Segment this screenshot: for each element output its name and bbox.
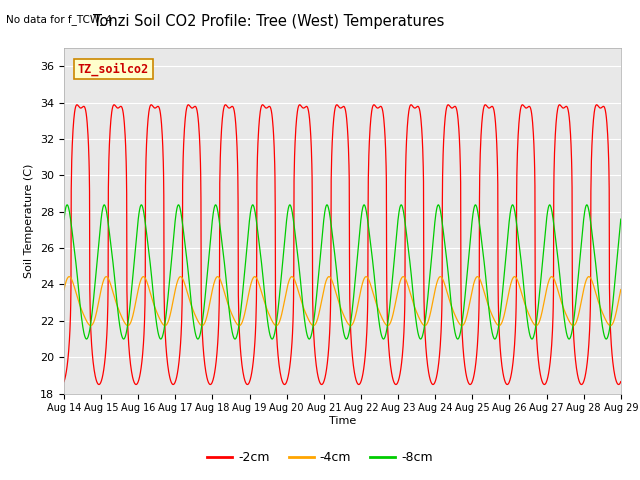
-4cm [102,274,110,279]
-8cm [60,216,68,222]
-4cm [216,276,223,281]
-8cm [268,336,276,342]
-2cm [355,382,363,387]
Text: No data for f_TCW_4: No data for f_TCW_4 [6,14,113,25]
-4cm [421,323,429,328]
Text: Tonzi Soil CO2 Profile: Tree (West) Temperatures: Tonzi Soil CO2 Profile: Tree (West) Temp… [93,14,445,29]
-8cm [617,216,625,222]
Y-axis label: Soil Temperature (C): Soil Temperature (C) [24,164,35,278]
Legend: -2cm, -4cm, -8cm: -2cm, -4cm, -8cm [202,446,438,469]
-4cm [584,275,591,280]
-2cm [221,102,229,108]
-8cm [568,328,576,334]
-8cm [505,224,513,230]
-2cm [584,357,591,363]
-2cm [568,185,576,191]
-4cm [568,322,576,328]
-2cm [371,103,379,108]
-4cm [371,296,379,302]
-2cm [359,371,367,377]
-8cm [216,220,223,226]
-2cm [216,299,223,305]
Text: TZ_soilco2: TZ_soilco2 [78,62,149,75]
-2cm [60,379,68,384]
Line: -4cm: -4cm [64,276,621,325]
Line: -2cm: -2cm [64,105,621,384]
Line: -8cm: -8cm [64,205,621,339]
-4cm [505,290,513,296]
-4cm [60,287,68,292]
-8cm [138,202,145,208]
-8cm [371,281,379,287]
-8cm [584,203,591,208]
-4cm [617,287,625,292]
X-axis label: Time: Time [329,416,356,426]
-2cm [505,381,513,386]
-2cm [617,379,625,384]
-4cm [359,280,367,286]
-8cm [359,204,367,210]
